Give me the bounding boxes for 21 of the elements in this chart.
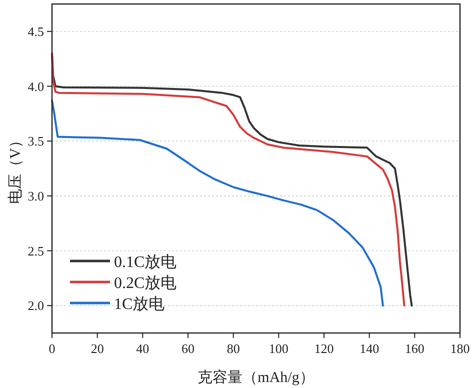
y-tick-label: 4.0: [28, 78, 44, 94]
x-tick-label: 100: [268, 341, 288, 356]
x-tick-label: 180: [450, 341, 470, 356]
legend-label: 1C放电: [114, 295, 165, 313]
y-tick-label: 3.5: [28, 134, 44, 149]
x-tick-label: 160: [404, 341, 424, 356]
x-tick-label: 120: [314, 341, 334, 356]
y-tick-label: 3.0: [28, 188, 44, 204]
x-tick-label: 40: [136, 341, 150, 356]
legend-label: 0.2C放电: [114, 274, 177, 292]
y-tick-label: 2.5: [28, 243, 44, 258]
y-tick-label: 4.5: [28, 24, 44, 39]
x-tick-label: 0: [48, 341, 56, 356]
x-tick-label: 80: [226, 341, 240, 356]
x-tick-label: 20: [90, 341, 104, 356]
legend-label: 0.1C放电: [114, 253, 177, 271]
x-axis-title: 克容量（mAh/g）: [198, 369, 314, 386]
x-tick-label: 60: [182, 341, 194, 356]
y-axis-title: 电压（V）: [7, 133, 24, 204]
y-tick-label: 2.0: [28, 298, 44, 314]
x-tick-label: 140: [360, 341, 380, 356]
